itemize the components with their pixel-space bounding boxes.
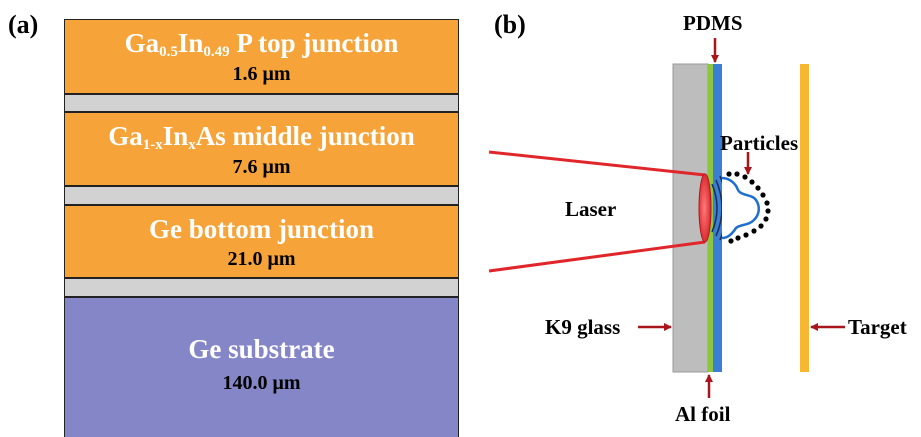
middle-junction-layer: Ga1-xInxAs middle junction 7.6 μm (64, 112, 459, 186)
spacer-layer-1 (64, 94, 459, 112)
spacer-layer-3 (64, 278, 459, 297)
panel-b-label: (b) (494, 10, 526, 39)
pdms-layer (713, 64, 722, 372)
laser-beam-lower (488, 240, 706, 273)
substrate-layer: Ge substrate 140.0 μm (64, 297, 459, 437)
top-junction-name: Ga0.5In0.49 P top junction (124, 28, 399, 60)
ejected-particles (726, 171, 771, 244)
target-plate (800, 64, 809, 372)
substrate-name: Ge substrate (188, 334, 335, 364)
bottom-junction-name: Ge bottom junction (149, 214, 374, 244)
laser-focus-spot (698, 173, 712, 243)
bottom-junction-thickness: 21.0 μm (227, 248, 296, 270)
laser-label: Laser (565, 197, 617, 221)
pdms-blister (721, 176, 760, 240)
panel-a-label: (a) (8, 10, 39, 39)
target-label: Target (848, 315, 907, 339)
particles-label: Particles (720, 131, 799, 155)
al-foil-label: Al foil (675, 402, 731, 426)
middle-junction-name: Ga1-xInxAs middle junction (108, 121, 415, 153)
top-junction-thickness: 1.6 μm (232, 63, 291, 85)
middle-junction-thickness: 7.6 μm (232, 156, 291, 178)
substrate-thickness: 140.0 μm (222, 372, 301, 394)
bottom-junction-layer: Ge bottom junction 21.0 μm (64, 205, 459, 278)
k9-glass-label: K9 glass (545, 315, 621, 339)
top-junction-layer: Ga0.5In0.49 P top junction 1.6 μm (64, 19, 459, 94)
spacer-layer-2 (64, 186, 459, 205)
laser-beam-upper (488, 150, 706, 177)
pdms-label: PDMS (683, 11, 743, 35)
shock-wave-1 (711, 183, 718, 233)
